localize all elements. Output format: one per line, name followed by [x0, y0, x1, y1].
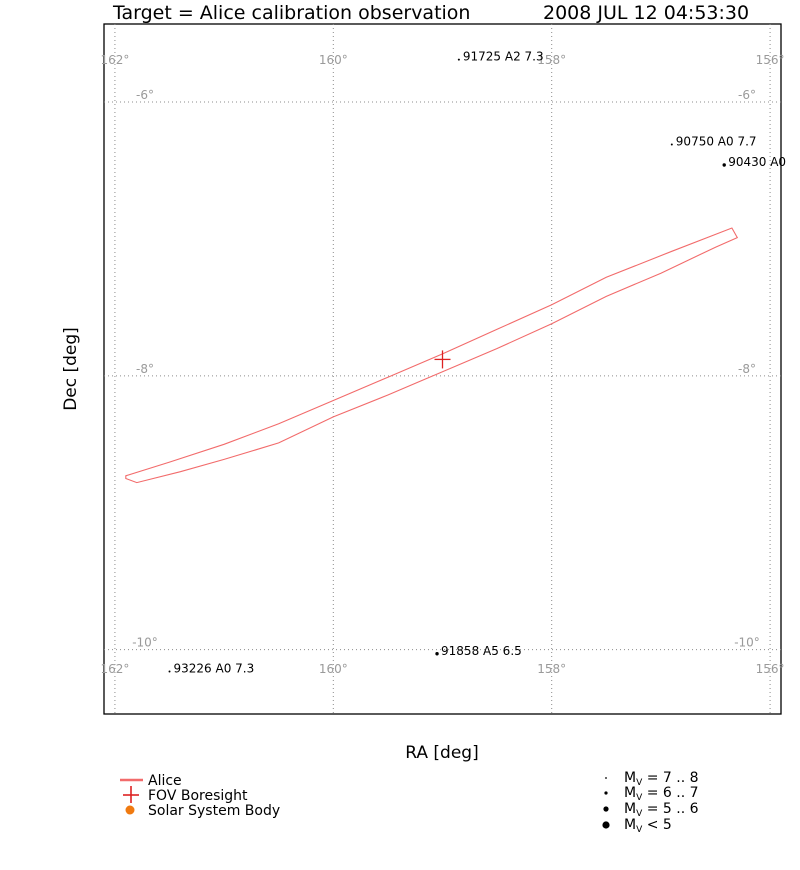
ra-tick-label-1-top: 160°	[319, 53, 348, 67]
legend-boresight-swatch	[123, 786, 139, 803]
star-label-1: 90750 A0 7.7	[676, 134, 757, 148]
legend-solar-body-label: Solar System Body	[148, 803, 280, 819]
mag-5-6-swatch	[603, 806, 609, 812]
ra-tick-label-2-bottom: 158°	[537, 662, 566, 676]
fov-boresight-marker	[434, 350, 451, 369]
ra-tick-label-3-bottom: 156°	[756, 662, 785, 676]
mag-lt-5-label: MV < 5	[624, 817, 672, 835]
dec-tick-label-2-right: -10°	[734, 636, 760, 650]
star-point-1	[670, 143, 673, 146]
dec-tick-label-2-left: -10°	[132, 636, 158, 650]
chart-title: Target = Alice calibration observation	[112, 2, 470, 24]
x-axis-label: RA [deg]	[405, 743, 478, 763]
plot-frame	[103, 23, 782, 715]
mag-lt-5-swatch	[602, 821, 610, 829]
legend-boresight-label: FOV Boresight	[148, 788, 248, 804]
tick-labels: 162° 162° 160° 160° 158° 158° 156° 156° -6° -6° -8…	[100, 53, 784, 676]
star-point-0	[457, 58, 460, 61]
legend-solar-body-swatch	[125, 805, 135, 815]
dec-tick-label-0-left: -6°	[136, 88, 154, 102]
star-label-4: 93226 A0 7.3	[174, 662, 255, 676]
mag-5-6-label: MV = 5 .. 6	[624, 801, 699, 819]
star-point-3	[435, 652, 439, 656]
ra-tick-label-1-bottom: 160°	[319, 662, 348, 676]
star-point-2	[722, 163, 726, 167]
grid	[104, 24, 781, 714]
star-label-0: 91725 A2 7.3	[463, 50, 544, 64]
chart-timestamp: 2008 JUL 12 04:53:30	[543, 2, 749, 24]
dec-tick-label-1-left: -8°	[136, 362, 154, 376]
dec-tick-label-1-right: -8°	[738, 362, 756, 376]
magnitude-legend: MV = 7 .. 8 MV = 6 .. 7 MV = 5 .. 6 MV <…	[602, 770, 699, 835]
data-layer	[125, 227, 739, 484]
ra-tick-label-0-top: 162°	[100, 53, 129, 67]
star-layer: 91725 A2 7.3 90750 A0 7.7 90430 A0 91858 A5…	[168, 50, 786, 676]
ra-tick-label-2-top: 158°	[537, 53, 566, 67]
dec-tick-label-0-right: -6°	[738, 88, 756, 102]
mag-6-7-swatch	[604, 791, 608, 795]
star-label-2: 90430 A0	[728, 155, 786, 169]
legend-alice-label: Alice	[148, 773, 182, 789]
y-axis-label: Dec [deg]	[61, 327, 81, 411]
star-point-4	[168, 670, 171, 673]
alice-footprint	[125, 227, 739, 484]
mag-7-8-swatch	[605, 777, 607, 779]
mag-7-8-label: MV = 7 .. 8	[624, 770, 699, 788]
legend: Alice FOV Boresight Solar System Body	[120, 773, 280, 819]
ra-tick-label-0-bottom: 162°	[100, 662, 129, 676]
mag-6-7-label: MV = 6 .. 7	[624, 785, 699, 803]
star-label-3: 91858 A5 6.5	[441, 644, 522, 658]
ra-tick-label-3-top: 156°	[756, 53, 785, 67]
